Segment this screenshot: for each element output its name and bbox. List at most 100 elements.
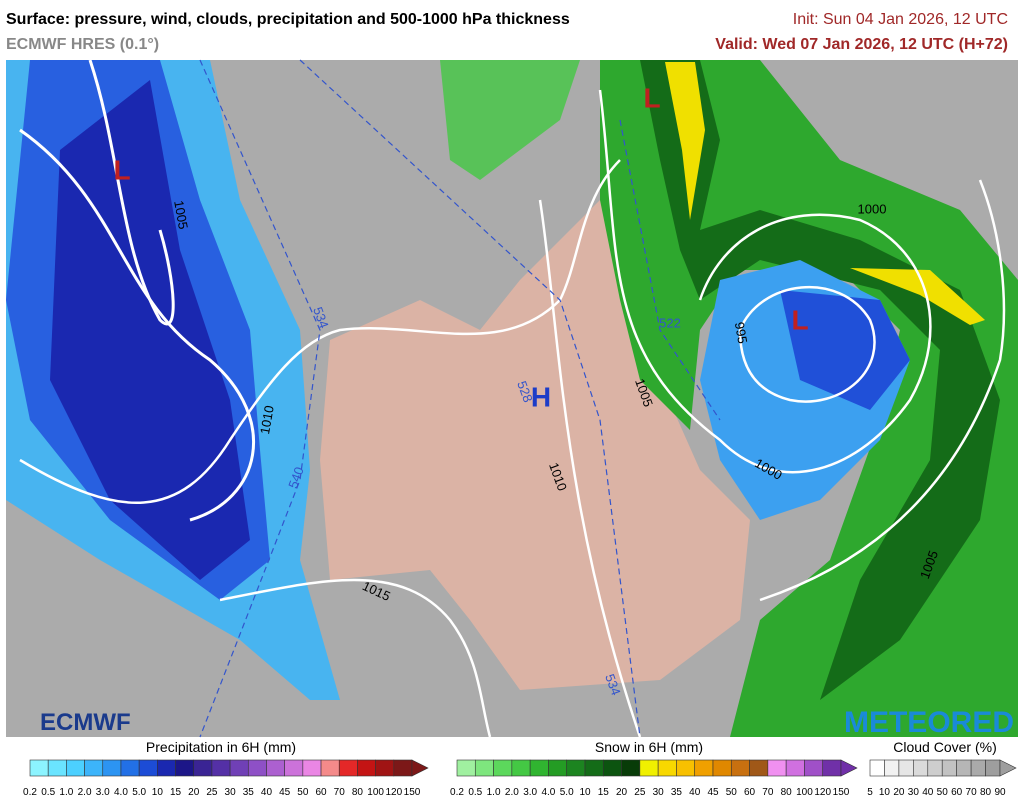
legend-swatch [602,759,622,777]
legend-arrow [840,759,858,777]
legend-swatch [749,759,769,777]
legend-label: 10 [879,787,891,798]
isobar-label: 1005 [171,199,191,230]
legend-arrow [411,759,429,777]
title: Surface: pressure, wind, clouds, precipi… [6,11,570,28]
map [6,59,1018,738]
legend-swatch [927,759,943,777]
legend-swatch [66,759,85,777]
legend-label: 35 [671,787,683,798]
legend-label: 3.0 [96,787,110,798]
legend-label: 80 [352,787,364,798]
legend-swatch [767,759,787,777]
low-center: L [113,154,130,185]
legend-swatch [785,759,805,777]
legend-label: 15 [598,787,610,798]
legend-label: 150 [833,787,850,798]
legend-swatch [84,759,104,777]
legend-swatch [712,759,732,777]
legend-label: 20 [188,787,200,798]
legend-swatch [102,759,122,777]
legend-label: 80 [980,787,992,798]
legend-label: 40 [261,787,273,798]
legend-label: 70 [334,787,346,798]
legend-label: 45 [279,787,291,798]
legend-label: 10 [579,787,591,798]
legend-swatch [822,759,842,777]
legend-swatch [694,759,714,777]
legend-swatch [529,759,549,777]
ecmwf-logo: ECMWF [40,709,131,736]
legend-label: 4.0 [541,787,555,798]
legend-title: Cloud Cover (%) [893,739,996,755]
legend-label: 0.5 [468,787,482,798]
legend-swatch [548,759,568,777]
legend-swatch [884,759,900,777]
valid-time: Valid: Wed 07 Jan 2026, 12 UTC (H+72) [715,36,1008,53]
legend-label: 70 [966,787,978,798]
legends: Precipitation in 6H (mm) 0.2 0.5 1.0 2.0 3.0 4… [23,739,1017,798]
legend-label: 120 [385,787,402,798]
legend-swatch [730,759,750,777]
legend-label: 30 [225,787,237,798]
init-time: Init: Sun 04 Jan 2026, 12 UTC [793,11,1008,28]
legend-label: 60 [315,787,327,798]
thickness-label: 522 [659,315,681,330]
legend-swatch [320,759,340,777]
legend-label: 3.0 [523,787,537,798]
legend-swatch [657,759,677,777]
legend-swatch [338,759,358,777]
isobar-label: 1000 [858,201,887,216]
legend-swatch [29,759,49,777]
meteored-logo: METEORED [844,706,1014,739]
legend-swatch [676,759,696,777]
legend-swatch [941,759,957,777]
legend-label: 120 [814,787,831,798]
low-center: L [791,304,808,335]
legend-label: 25 [206,787,218,798]
legend-label: 10 [152,787,164,798]
legend-swatch [193,759,213,777]
legend-label: 100 [367,787,384,798]
legend-label: 80 [781,787,793,798]
legend-label: 150 [404,787,421,798]
legend-label: 30 [908,787,920,798]
legend-swatch [357,759,376,777]
thickness-label: 534 [310,305,332,331]
legend-title: Precipitation in 6H (mm) [146,739,296,755]
legend-swatch [913,759,929,777]
legend-label: 0.5 [41,787,55,798]
legend-label: 15 [170,787,182,798]
legend-label: 50 [726,787,738,798]
legend-swatch [511,759,531,777]
legend-swatch [639,759,659,777]
legend-label: 50 [937,787,949,798]
legend-label: 5.0 [132,787,146,798]
legend-swatch [804,759,824,777]
legend-swatch [474,759,494,777]
legend-label: 50 [297,787,309,798]
legend-label: 100 [796,787,813,798]
high-center: H [531,381,551,412]
legend-label: 2.0 [78,787,92,798]
legend-label: 20 [616,787,628,798]
legend-swatch [869,759,885,777]
legend-label: 5 [867,787,873,798]
legend-label: 40 [689,787,701,798]
legend-swatch [229,759,249,777]
model: ECMWF HRES (0.1°) [6,36,159,53]
legend-arrow [999,759,1017,777]
legend-label: 70 [762,787,774,798]
legend-swatch [898,759,914,777]
legend-label: 45 [707,787,719,798]
legend-label: 90 [994,787,1006,798]
thickness-label: 528 [514,379,536,405]
legend-label: 20 [893,787,905,798]
isobar-label: 1010 [257,404,277,435]
legend-swatch [956,759,972,777]
thickness-label: 540 [285,465,307,491]
legend-label: 0.2 [23,787,37,798]
legend-title: Snow in 6H (mm) [595,739,703,755]
